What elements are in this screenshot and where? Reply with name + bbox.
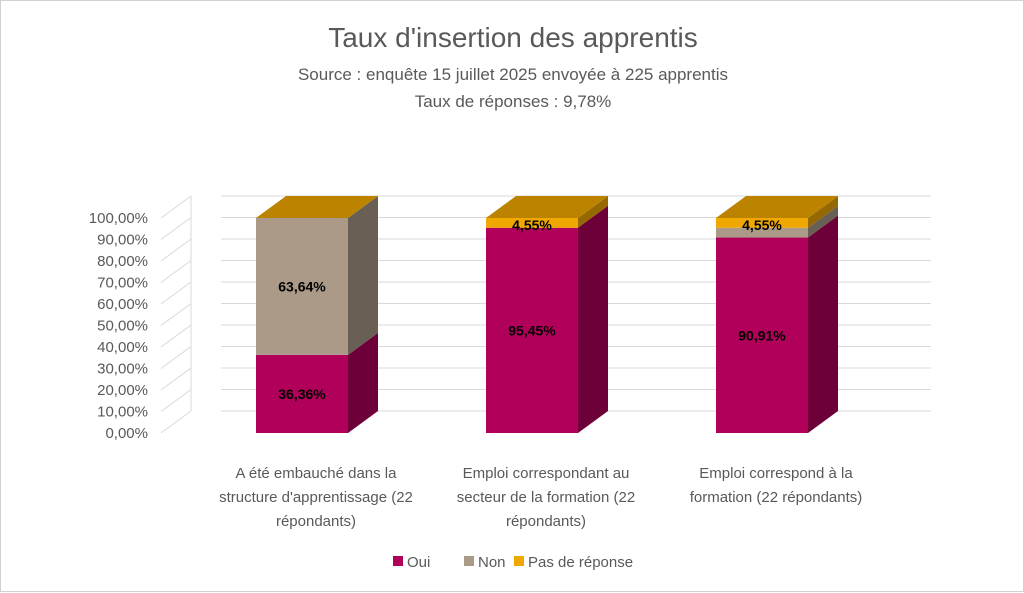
- side-gridline: [160, 281, 192, 305]
- side-gridline: [160, 367, 192, 391]
- bar-segment-pas-de-r-ponse: [716, 217, 808, 228]
- legend-label: Non: [478, 554, 506, 571]
- bar-top: [256, 196, 378, 218]
- legend-label: Pas de réponse: [528, 554, 633, 571]
- side-gridline: [160, 346, 192, 369]
- side-gridline: [160, 324, 192, 348]
- side-gridline: [160, 217, 192, 240]
- y-tick-label: 70,00%: [97, 275, 148, 292]
- bar-segment-non: [256, 218, 348, 355]
- bar-segment-oui: [486, 227, 578, 433]
- chart-subtitle-source: Source : enquête 15 juillet 2025 envoyée…: [298, 65, 728, 84]
- data-label: 4,55%: [742, 217, 782, 233]
- y-tick-label: 80,00%: [97, 253, 148, 270]
- legend-swatch-non: [464, 556, 474, 566]
- bar-side-oui: [348, 332, 378, 433]
- chart-title: Taux d'insertion des apprentis: [328, 22, 698, 53]
- y-axis: 0,00% 10,00% 20,00% 30,00% 40,00% 50,00% 60,00…: [89, 210, 148, 442]
- legend-swatch-oui: [393, 556, 403, 566]
- bar-side-pas-de-r-ponse: [808, 195, 838, 228]
- side-gridline: [160, 410, 192, 434]
- category-label: structure d'apprentissage (22: [219, 489, 413, 506]
- data-label: 36,36%: [278, 386, 326, 402]
- side-gridline: [160, 260, 192, 283]
- y-tick-label: 0,00%: [105, 425, 148, 442]
- y-tick-label: 30,00%: [97, 361, 148, 378]
- bar-side-non: [808, 205, 838, 238]
- category-label: A été embauché dans la: [236, 465, 398, 482]
- x-axis-categories: A été embauché dans la structure d'appren…: [219, 465, 862, 530]
- bar-segment-oui: [716, 237, 808, 433]
- legend: Oui Non Pas de réponse: [393, 554, 633, 571]
- bar-top: [716, 195, 838, 218]
- y-tick-label: 100,00%: [89, 210, 148, 227]
- data-labels: 36,36% 63,64% 95,45% 4,55% 90,91% 4,55%: [278, 217, 786, 402]
- chart-subtitle-response-rate: Taux de réponses : 9,78%: [415, 92, 612, 111]
- data-label: 63,64%: [278, 278, 326, 294]
- category-label: Emploi correspondant au: [463, 465, 630, 482]
- bar-segment-oui: [256, 354, 348, 433]
- legend-swatch-pas-de-r-ponse: [514, 556, 524, 566]
- bar-side-pas-de-r-ponse: [578, 196, 608, 228]
- data-label: 4,55%: [512, 217, 552, 233]
- side-gridline: [160, 389, 192, 412]
- category-label: Emploi correspond à la: [699, 465, 853, 482]
- bar-side-oui: [578, 205, 608, 433]
- data-label: 90,91%: [738, 327, 786, 343]
- side-gridline: [160, 303, 192, 326]
- data-label: 95,45%: [508, 322, 556, 338]
- category-label: secteur de la formation (22: [457, 489, 635, 506]
- category-label: formation (22 répondants): [690, 489, 863, 506]
- side-gridline: [160, 195, 192, 219]
- y-tick-label: 60,00%: [97, 296, 148, 313]
- category-label: répondants): [276, 513, 356, 530]
- y-tick-label: 90,00%: [97, 232, 148, 249]
- bars: [256, 195, 838, 433]
- bar-side-oui: [808, 215, 838, 433]
- y-tick-label: 50,00%: [97, 318, 148, 335]
- bar-top: [486, 196, 608, 218]
- bar-segment-non: [716, 227, 808, 238]
- category-label: répondants): [506, 513, 586, 530]
- y-tick-label: 40,00%: [97, 339, 148, 356]
- bar-side-non: [348, 196, 378, 355]
- y-tick-label: 20,00%: [97, 382, 148, 399]
- bar-segment-pas-de-r-ponse: [486, 218, 578, 228]
- side-gridline: [160, 238, 192, 262]
- y-tick-label: 10,00%: [97, 404, 148, 421]
- legend-label: Oui: [407, 554, 430, 571]
